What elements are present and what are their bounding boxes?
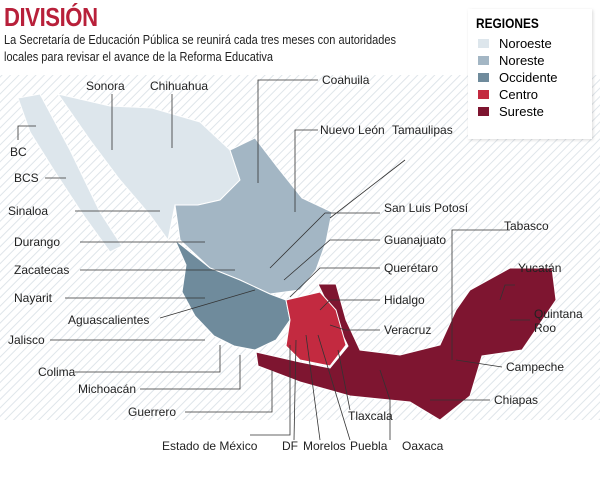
- subtitle: La Secretaría de Educación Pública se re…: [4, 33, 396, 64]
- legend-item-sureste: Sureste: [478, 103, 592, 120]
- label-oaxaca: Oaxaca: [402, 439, 444, 453]
- label-guerrero: Guerrero: [128, 405, 176, 419]
- label-hidalgo: Hidalgo: [384, 293, 425, 307]
- label-tlaxcala: Tlaxcala: [348, 409, 393, 423]
- label-nayarit: Nayarit: [14, 291, 53, 305]
- label-colima: Colima: [38, 365, 76, 379]
- label-sinaloa: Sinaloa: [8, 204, 48, 218]
- label-campeche: Campeche: [506, 360, 564, 374]
- label-estado-de-mexico: Estado de México: [162, 439, 258, 453]
- legend-item-noroeste: Noroeste: [478, 35, 592, 52]
- label-tamaulipas: Tamaulipas: [392, 123, 453, 137]
- label-queretaro: Querétaro: [384, 261, 438, 275]
- label-veracruz: Veracruz: [384, 323, 431, 337]
- label-quintana-roo-2: Roo: [534, 321, 556, 335]
- label-bc: BC: [10, 145, 27, 159]
- label-chihuahua: Chihuahua: [150, 79, 208, 93]
- label-michoacan: Michoacán: [78, 382, 136, 396]
- page-title: DIVISIÓN: [4, 2, 98, 32]
- label-jalisco: Jalisco: [8, 333, 45, 347]
- label-morelos: Morelos: [303, 439, 346, 453]
- label-df: DF: [282, 439, 298, 453]
- label-sonora: Sonora: [86, 79, 125, 93]
- legend: REGIONES Noroeste Noreste Occidente Cent…: [468, 9, 592, 139]
- label-yucatan: Yucatán: [518, 261, 561, 275]
- legend-item-centro: Centro: [478, 86, 592, 103]
- region-occidente: [174, 239, 291, 351]
- label-puebla: Puebla: [350, 439, 388, 453]
- label-zacatecas: Zacatecas: [14, 263, 69, 277]
- label-chiapas: Chiapas: [494, 393, 538, 407]
- legend-item-occidente: Occidente: [478, 69, 592, 86]
- legend-item-noreste: Noreste: [478, 52, 592, 69]
- label-san-luis-potosi: San Luis Potosí: [384, 201, 469, 215]
- label-durango: Durango: [14, 235, 60, 249]
- label-nuevo-leon: Nuevo León: [320, 123, 385, 137]
- region-centro: [285, 291, 347, 367]
- region-noroeste-baja: [17, 93, 123, 253]
- label-quintana-roo: Quintana: [534, 307, 583, 321]
- legend-title: REGIONES: [476, 15, 539, 31]
- label-aguascalientes: Aguascalientes: [68, 313, 149, 327]
- label-tabasco: Tabasco: [504, 219, 549, 233]
- label-guanajuato: Guanajuato: [384, 233, 446, 247]
- label-coahuila: Coahuila: [322, 73, 370, 87]
- label-bcs: BCS: [14, 171, 39, 185]
